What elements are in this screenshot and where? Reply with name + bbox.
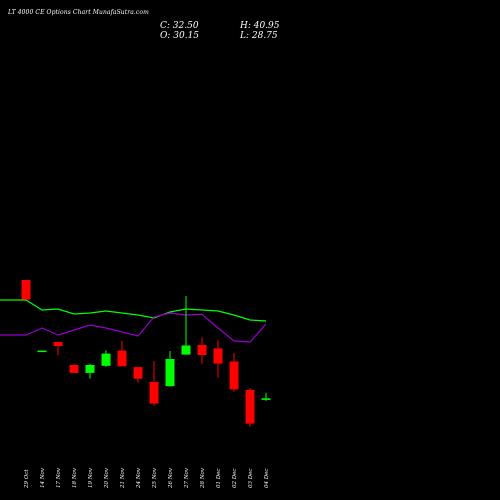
x-axis-label: 04 Dec — [264, 469, 270, 489]
candle-body — [149, 381, 159, 404]
x-axis-label: 17 Nov — [56, 467, 62, 488]
candle-body — [213, 348, 223, 364]
open-value: O: 30.15 — [160, 31, 200, 41]
x-axis-label: 14 Nov — [40, 467, 46, 488]
candle-18-nov — [69, 363, 79, 373]
x-axis-label: 24 Nov — [136, 467, 142, 489]
x-axis-label: 28 Nov — [200, 467, 206, 489]
candle-body — [261, 398, 271, 400]
candle-28-nov — [197, 337, 207, 364]
candle-17-nov — [53, 341, 63, 356]
candle-24-nov — [133, 367, 143, 383]
candle-body — [197, 344, 207, 355]
x-axis-label: 25 Nov — [152, 467, 158, 489]
x-axis-label: 20 Nov — [104, 467, 110, 489]
candle-body — [85, 364, 95, 373]
x-axis-label: 02 Dec — [232, 469, 238, 489]
candle-body — [37, 350, 47, 353]
candle-14-nov — [37, 350, 47, 353]
candle-19-nov — [85, 363, 95, 379]
x-axis-label: 29 Oct — [24, 469, 30, 489]
x-axis-label: 18 Nov — [72, 467, 78, 488]
candle-29-oct — [21, 279, 31, 300]
low-value: L: 28.75 — [240, 31, 278, 41]
candle-27-nov — [181, 295, 191, 355]
candle-02-dec — [229, 352, 239, 392]
candle-20-nov — [101, 350, 111, 367]
high-value: H: 40.95 — [240, 21, 280, 31]
x-axis-label: 03 Dec — [248, 469, 254, 489]
candle-25-nov — [149, 360, 159, 406]
candle-body — [229, 361, 239, 390]
x-axis-label: 19 Nov — [88, 467, 94, 488]
x-axis-label: 26 Nov — [168, 467, 174, 489]
x-axis-label: 01 Dec — [216, 469, 222, 489]
candle-04-dec — [261, 392, 271, 401]
x-axis-label: 21 Nov — [120, 467, 126, 489]
candle-26-nov — [165, 350, 175, 387]
candle-body — [181, 345, 191, 355]
purple-average-line — [0, 312, 267, 343]
chart-title: LT 4000 CE Options Chart MunafaSutra.com — [8, 9, 149, 16]
candle-body — [133, 367, 143, 379]
candle-body — [53, 341, 63, 347]
x-axis-label: 27 Nov — [184, 467, 190, 489]
candle-01-dec — [213, 340, 223, 378]
candle-03-dec — [245, 387, 255, 428]
green-average-line — [0, 299, 267, 322]
candle-21-nov — [117, 340, 127, 367]
close-value: C: 32.50 — [160, 21, 199, 31]
candle-body — [117, 350, 127, 367]
candle-body — [165, 358, 175, 387]
candle-body — [101, 353, 111, 366]
candle-body — [69, 364, 79, 373]
candle-body — [21, 279, 31, 300]
candle-body — [245, 389, 255, 424]
